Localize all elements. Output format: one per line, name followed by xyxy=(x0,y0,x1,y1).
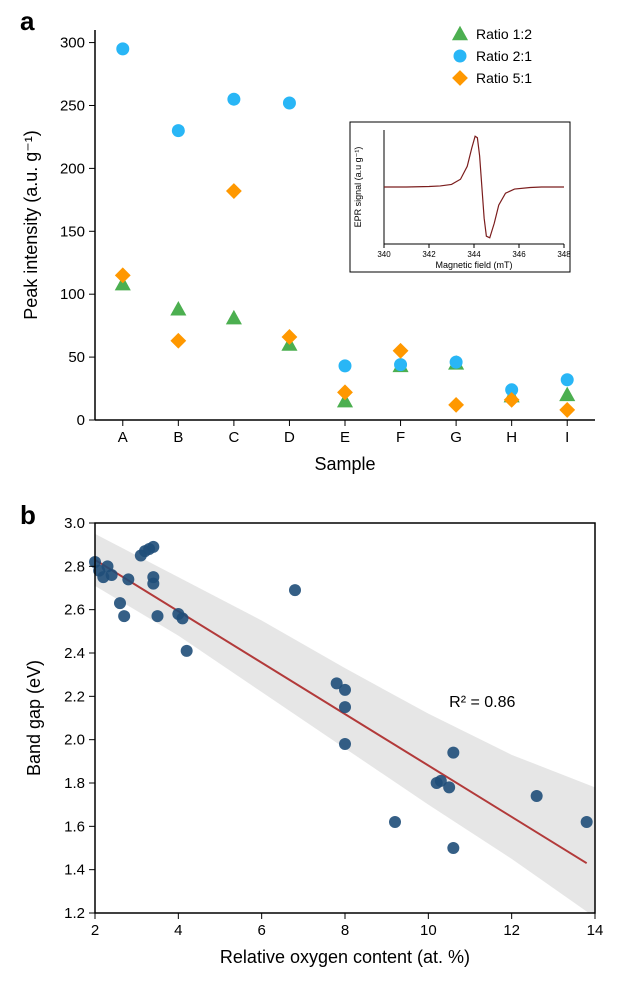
svg-text:250: 250 xyxy=(60,97,85,114)
svg-text:EPR signal (a.u g⁻¹): EPR signal (a.u g⁻¹) xyxy=(353,147,363,228)
svg-text:1.4: 1.4 xyxy=(64,862,85,879)
svg-text:50: 50 xyxy=(68,349,85,366)
svg-text:342: 342 xyxy=(422,250,436,259)
svg-text:2.2: 2.2 xyxy=(64,688,85,705)
svg-text:300: 300 xyxy=(60,35,85,52)
svg-text:A: A xyxy=(118,429,128,446)
svg-text:6: 6 xyxy=(257,922,265,939)
svg-text:Relative oxygen content (at. %: Relative oxygen content (at. %) xyxy=(220,947,470,967)
svg-text:200: 200 xyxy=(60,160,85,177)
svg-text:2.4: 2.4 xyxy=(64,645,85,662)
svg-text:344: 344 xyxy=(467,250,481,259)
svg-text:Sample: Sample xyxy=(314,454,375,474)
svg-text:Peak intensity (a.u. g⁻¹): Peak intensity (a.u. g⁻¹) xyxy=(21,130,41,320)
svg-text:14: 14 xyxy=(587,922,604,939)
figure-container: a b 050100150200250300ABCDEFGHISamplePea… xyxy=(0,0,628,988)
svg-text:346: 346 xyxy=(512,250,526,259)
svg-text:2.0: 2.0 xyxy=(64,732,85,749)
svg-text:H: H xyxy=(506,429,517,446)
svg-text:3.0: 3.0 xyxy=(64,515,85,532)
svg-text:C: C xyxy=(228,429,239,446)
svg-text:12: 12 xyxy=(503,922,520,939)
svg-text:Ratio 1:2: Ratio 1:2 xyxy=(476,26,532,42)
svg-text:340: 340 xyxy=(377,250,391,259)
svg-text:Band gap (eV): Band gap (eV) xyxy=(24,660,44,776)
svg-text:D: D xyxy=(284,429,295,446)
svg-text:Ratio 5:1: Ratio 5:1 xyxy=(476,70,532,86)
svg-text:348: 348 xyxy=(557,250,571,259)
svg-text:R² = 0.86: R² = 0.86 xyxy=(449,694,515,711)
svg-text:1.2: 1.2 xyxy=(64,905,85,922)
svg-text:4: 4 xyxy=(174,922,182,939)
svg-text:8: 8 xyxy=(341,922,349,939)
legend: Ratio 1:2 Ratio 2:1 Ratio 5:1 xyxy=(453,26,532,86)
svg-text:F: F xyxy=(396,429,405,446)
svg-text:B: B xyxy=(173,429,183,446)
svg-text:I: I xyxy=(565,429,569,446)
svg-text:G: G xyxy=(450,429,462,446)
panel-a-chart: 0 50 100 150 200 250 300 A B C D E F G H I Sample Peak in… xyxy=(0,10,628,500)
svg-text:2: 2 xyxy=(91,922,99,939)
svg-text:100: 100 xyxy=(60,286,85,303)
svg-text:2.6: 2.6 xyxy=(64,602,85,619)
svg-text:150: 150 xyxy=(60,223,85,240)
panel-b-chart: 1.2 1.4 1.6 1.8 2.0 2.2 2.4 2.6 2.8 3.0 2 4 6 8 10 12 14… xyxy=(0,505,628,983)
svg-text:10: 10 xyxy=(420,922,437,939)
svg-text:0: 0 xyxy=(77,412,85,429)
svg-text:Ratio 2:1: Ratio 2:1 xyxy=(476,48,532,64)
svg-text:E: E xyxy=(340,429,350,446)
svg-text:1.8: 1.8 xyxy=(64,775,85,792)
svg-text:1.6: 1.6 xyxy=(64,818,85,835)
svg-text:Magnetic field (mT): Magnetic field (mT) xyxy=(435,260,512,270)
svg-text:2.8: 2.8 xyxy=(64,558,85,575)
